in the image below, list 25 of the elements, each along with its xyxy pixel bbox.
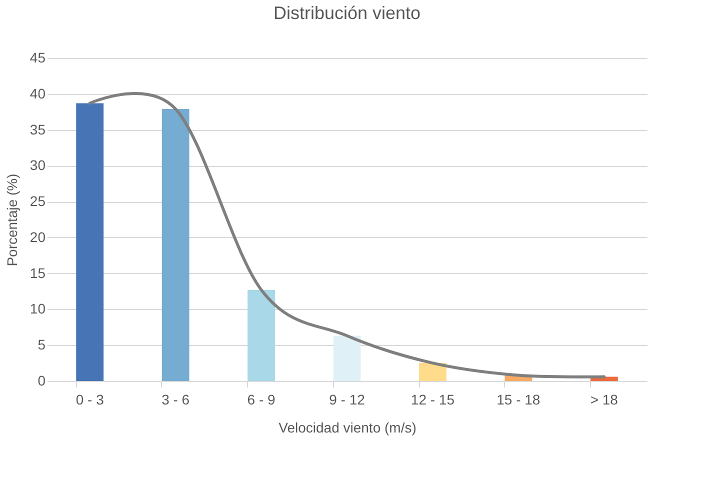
y-tick-label: 35 — [30, 121, 46, 138]
x-tick-label: 9 - 12 — [329, 392, 366, 408]
y-tick-label: 45 — [30, 50, 46, 66]
y-axis-title: Porcentaje (%) — [4, 174, 20, 266]
x-tick-label: 12 - 15 — [410, 392, 455, 408]
x-tick-label: 3 - 6 — [162, 392, 190, 408]
y-tick-label: 40 — [30, 85, 46, 102]
bar — [162, 108, 190, 381]
x-tick-label: > 18 — [590, 392, 618, 408]
bar — [419, 363, 446, 381]
bar — [248, 290, 275, 381]
y-tick-label: 20 — [30, 228, 46, 245]
y-tick-label: 10 — [30, 300, 46, 317]
x-tick-label: 15 - 18 — [496, 392, 540, 408]
x-axis-title: Velocidad viento (m/s) — [278, 420, 416, 436]
bar — [333, 336, 361, 381]
y-tick-label: 0 — [38, 372, 46, 388]
x-tick-label: 0 - 3 — [76, 392, 104, 408]
bar — [76, 103, 104, 381]
chart-title: Distribución viento — [273, 3, 421, 23]
y-tick-label: 15 — [30, 264, 46, 281]
x-tick-label: 6 - 9 — [247, 392, 276, 408]
y-tick-label: 5 — [38, 336, 46, 353]
y-tick-label: 25 — [30, 193, 46, 210]
y-tick-label: 30 — [30, 157, 46, 174]
